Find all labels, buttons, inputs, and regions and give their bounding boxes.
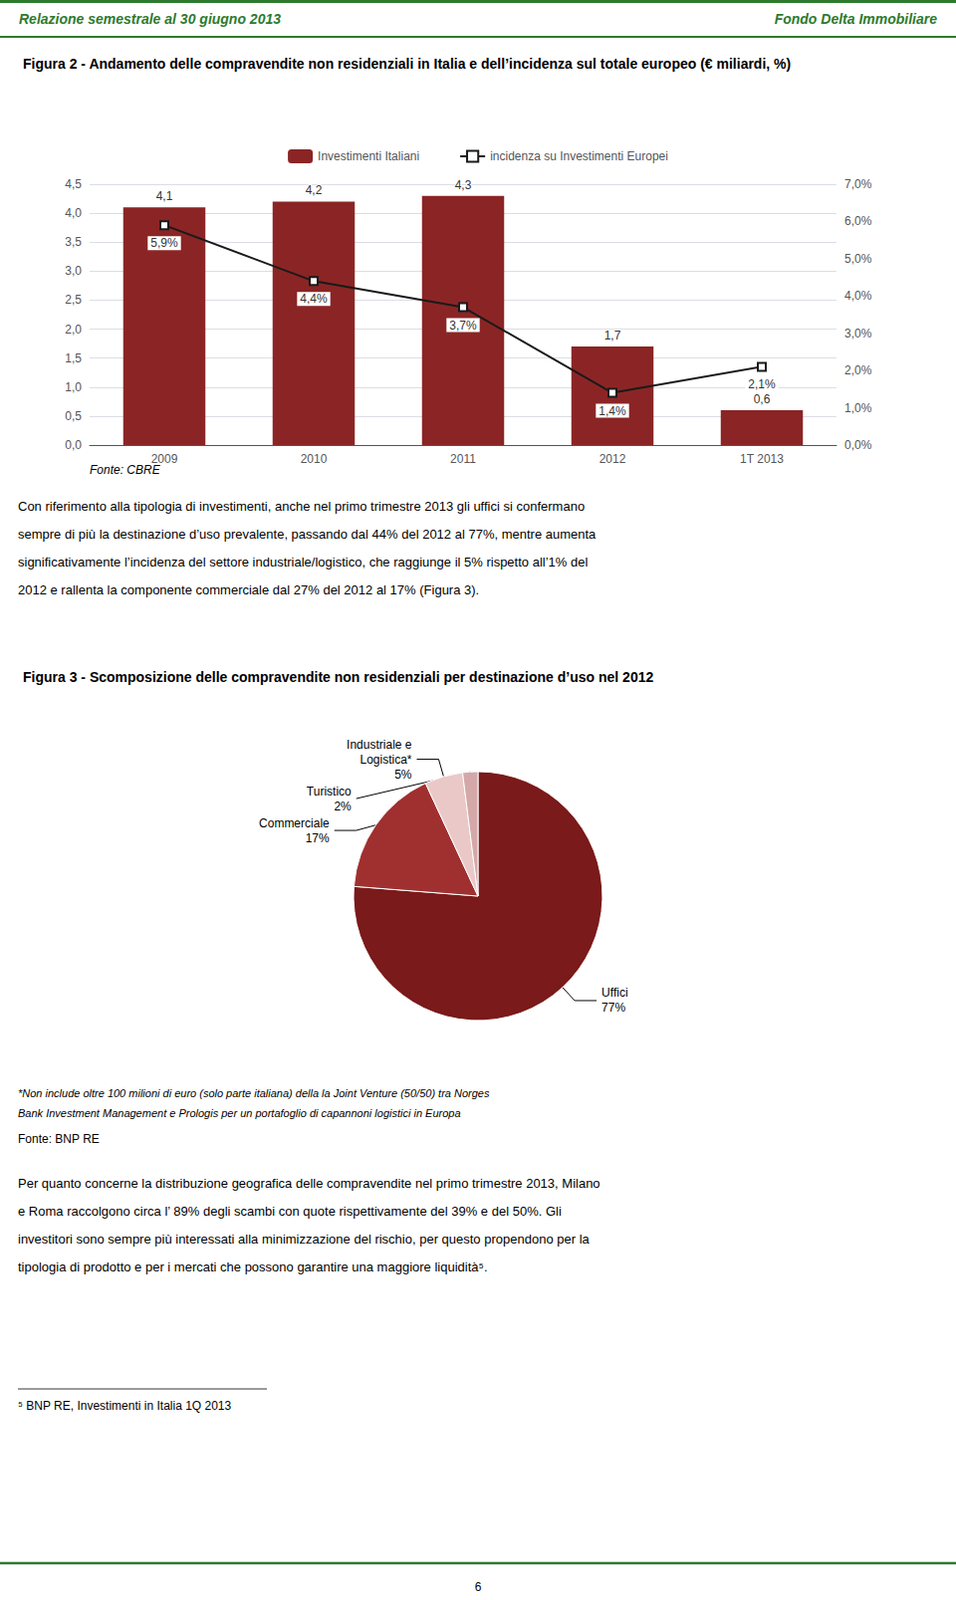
svg-text:0,5: 0,5 <box>64 409 82 424</box>
svg-text:1,5: 1,5 <box>64 351 82 366</box>
svg-text:4,0%: 4,0% <box>844 288 873 303</box>
svg-text:0,6: 0,6 <box>753 392 771 407</box>
svg-text:Commerciale: Commerciale <box>258 816 330 831</box>
svg-text:*Non include oltre 100 milioni: *Non include oltre 100 milioni di euro (… <box>17 1087 490 1100</box>
svg-text:1,4%: 1,4% <box>598 404 627 419</box>
svg-text:Con riferimento alla tipologia: Con riferimento alla tipologia di invest… <box>17 498 585 514</box>
svg-text:e Roma raccolgono circa l’ 89%: e Roma raccolgono circa l’ 89% degli sca… <box>17 1203 562 1219</box>
svg-text:4,2: 4,2 <box>305 183 323 198</box>
svg-text:2%: 2% <box>333 799 352 814</box>
svg-text:5,0%: 5,0% <box>844 251 873 266</box>
svg-text:0,0: 0,0 <box>64 438 82 453</box>
svg-text:2010: 2010 <box>300 452 328 467</box>
svg-text:significativamente l’incidenza: significativamente l’incidenza del setto… <box>17 554 588 570</box>
svg-text:7,0%: 7,0% <box>844 177 873 192</box>
svg-text:Bank Investment Management e P: Bank Investment Management e Prologis pe… <box>17 1107 462 1120</box>
svg-text:Figura 3 - Scomposizione delle: Figura 3 - Scomposizione delle compraven… <box>22 669 654 686</box>
svg-text:Fonte: BNP RE: Fonte: BNP RE <box>17 1132 100 1147</box>
svg-text:Logistica*: Logistica* <box>359 752 412 767</box>
svg-text:Turistico: Turistico <box>306 784 352 799</box>
svg-text:3,0: 3,0 <box>64 263 82 278</box>
svg-text:2,1%: 2,1% <box>747 377 776 392</box>
svg-text:5%: 5% <box>394 767 413 782</box>
svg-text:Relazione semestrale al 30 giu: Relazione semestrale al 30 giugno 2013 <box>18 10 281 27</box>
svg-text:5,9%: 5,9% <box>150 236 179 250</box>
svg-text:investitori sono sempre più in: investitori sono sempre più interessati … <box>17 1231 591 1247</box>
svg-text:3,7%: 3,7% <box>449 318 478 333</box>
svg-text:4,4%: 4,4% <box>299 291 328 306</box>
svg-text:1,0: 1,0 <box>64 380 82 395</box>
svg-text:3,5: 3,5 <box>64 235 82 249</box>
svg-text:1,0%: 1,0% <box>844 401 873 416</box>
svg-text:2012: 2012 <box>599 452 627 467</box>
svg-text:17%: 17% <box>305 831 330 846</box>
svg-text:2,0%: 2,0% <box>844 363 873 378</box>
svg-text:4,3: 4,3 <box>455 178 473 193</box>
svg-text:6: 6 <box>475 1580 482 1595</box>
svg-text:2009: 2009 <box>150 452 178 467</box>
svg-text:Industriale e: Industriale e <box>346 737 413 752</box>
svg-text:6,0%: 6,0% <box>844 214 873 229</box>
svg-text:77%: 77% <box>601 1000 626 1015</box>
svg-text:4,1: 4,1 <box>156 189 174 204</box>
svg-text:tipologia di prodotto e per i: tipologia di prodotto e per i mercati ch… <box>17 1259 488 1275</box>
svg-text:sempre di più la destinazione: sempre di più la destinazione d’uso prev… <box>17 526 597 542</box>
svg-text:incidenza su Investimenti Euro: incidenza su Investimenti Europei <box>489 149 669 164</box>
svg-text:2012 e rallenta la componente: 2012 e rallenta la componente commercial… <box>17 582 479 598</box>
svg-text:Fonte: CBRE: Fonte: CBRE <box>89 463 162 478</box>
svg-text:⁵ BNP RE, Investimenti in Ital: ⁵ BNP RE, Investimenti in Italia 1Q 2013 <box>17 1399 233 1414</box>
svg-text:1T 2013: 1T 2013 <box>739 452 784 467</box>
svg-text:Uffici: Uffici <box>601 985 628 1000</box>
svg-text:Investimenti Italiani: Investimenti Italiani <box>317 149 420 164</box>
svg-text:4,5: 4,5 <box>64 177 82 192</box>
svg-text:Figura 2 - Andamento delle com: Figura 2 - Andamento delle compravendite… <box>22 55 791 72</box>
svg-text:2,0: 2,0 <box>64 322 82 337</box>
svg-text:Fondo Delta Immobiliare: Fondo Delta Immobiliare <box>774 10 939 27</box>
svg-text:1,7: 1,7 <box>604 328 622 343</box>
svg-text:2011: 2011 <box>450 452 477 467</box>
svg-text:2,5: 2,5 <box>64 292 82 307</box>
svg-text:0,0%: 0,0% <box>844 438 873 453</box>
svg-text:4,0: 4,0 <box>64 206 82 221</box>
svg-text:3,0%: 3,0% <box>844 326 873 341</box>
svg-text:Per quanto concerne la distrib: Per quanto concerne la distribuzione geo… <box>17 1176 601 1192</box>
